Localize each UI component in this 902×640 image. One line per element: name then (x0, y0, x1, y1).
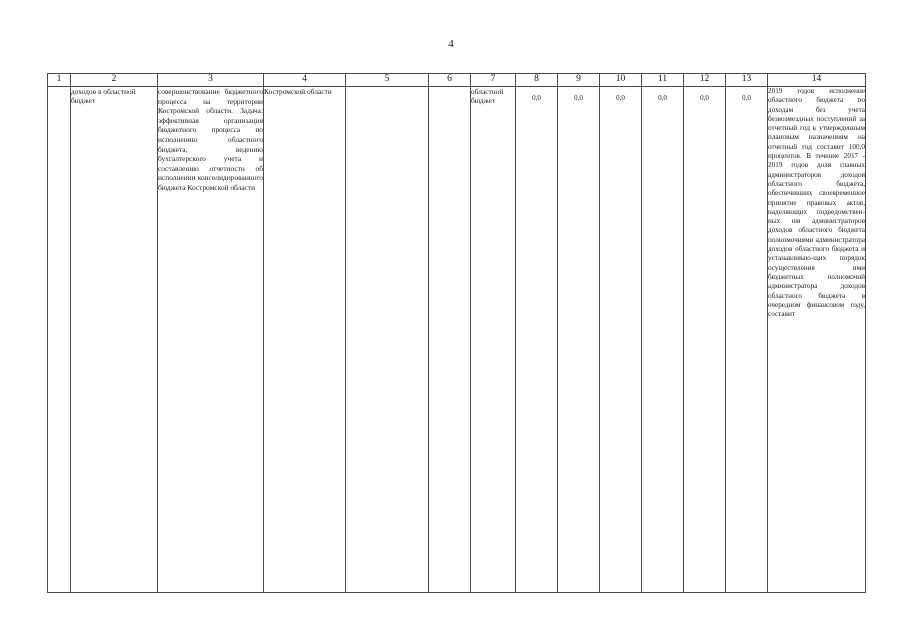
column-number-2: 2 (70, 73, 158, 87)
cell-col13: 0,0 (725, 86, 768, 593)
table-row: доходов в областной бюджет совершенствов… (47, 86, 866, 593)
cell-col1 (47, 86, 71, 593)
column-number-5: 5 (345, 73, 429, 87)
column-number-4: 4 (263, 73, 346, 87)
cell-col2: доходов в областной бюджет (70, 86, 158, 593)
column-number-14: 14 (767, 73, 866, 87)
column-number-8: 8 (515, 73, 558, 87)
column-number-10: 10 (599, 73, 642, 87)
table-header-row: 1 2 3 4 5 6 7 8 9 10 11 12 13 14 (47, 73, 866, 87)
cell-col7: областной бюджет (470, 86, 516, 593)
column-number-9: 9 (557, 73, 600, 87)
cell-col14: 2019 годов исполнение областного бюджета… (767, 86, 866, 593)
cell-col10: 0,0 (599, 86, 642, 593)
cell-col5 (345, 86, 429, 593)
cell-col8: 0,0 (515, 86, 558, 593)
cell-col11: 0,0 (641, 86, 684, 593)
cell-col3: совершенствование бюджетного процесса на… (157, 86, 264, 593)
page-number: 4 (448, 38, 454, 50)
cell-col9: 0,0 (557, 86, 600, 593)
cell-col6 (428, 86, 471, 593)
program-table: 1 2 3 4 5 6 7 8 9 10 11 12 13 14 доходов… (47, 73, 866, 593)
column-number-6: 6 (428, 73, 471, 87)
cell-col4: Костромской области (263, 86, 346, 593)
column-number-12: 12 (683, 73, 726, 87)
cell-col12: 0,0 (683, 86, 726, 593)
column-number-3: 3 (157, 73, 264, 87)
column-number-13: 13 (725, 73, 768, 87)
column-number-1: 1 (47, 73, 71, 87)
column-number-7: 7 (470, 73, 516, 87)
column-number-11: 11 (641, 73, 684, 87)
